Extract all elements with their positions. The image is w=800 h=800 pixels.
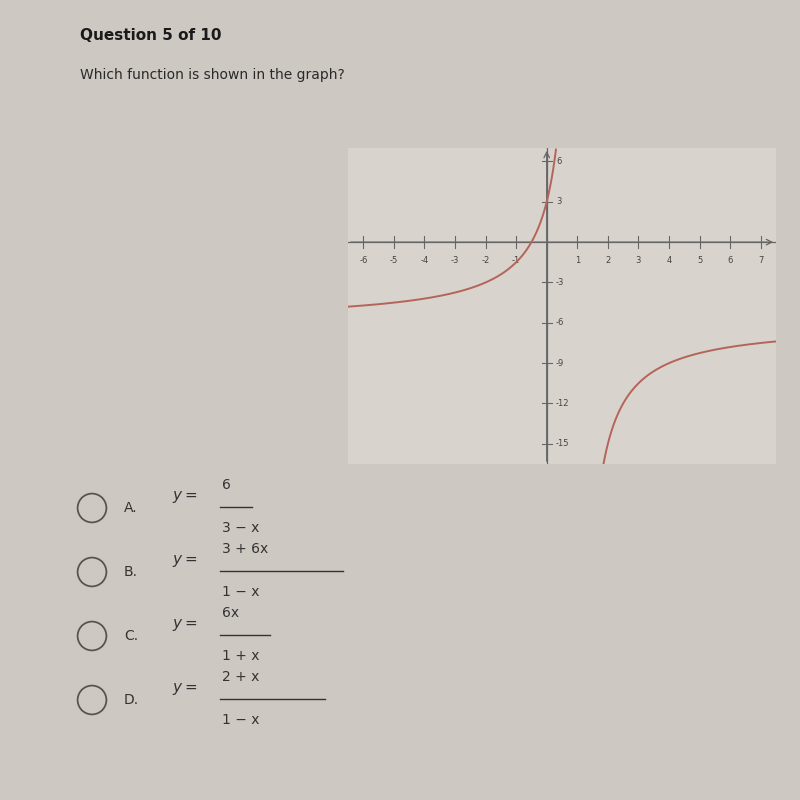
Text: 3: 3 [556,198,562,206]
Text: 1 − x: 1 − x [222,585,260,599]
Text: -3: -3 [556,278,564,287]
Text: 5: 5 [697,256,702,266]
Text: Which function is shown in the graph?: Which function is shown in the graph? [80,68,345,82]
Text: B.: B. [124,565,138,579]
Text: D.: D. [124,693,139,707]
Text: 1: 1 [574,256,580,266]
Text: 7: 7 [758,256,763,266]
Text: 6: 6 [222,478,231,492]
Text: 1 − x: 1 − x [222,713,260,727]
Text: 2: 2 [606,256,610,266]
Text: -5: -5 [390,256,398,266]
Text: $y=$: $y=$ [172,489,198,506]
Text: $y=$: $y=$ [172,618,198,634]
Text: -3: -3 [451,256,459,266]
Text: 4: 4 [666,256,672,266]
Text: -6: -6 [556,318,564,327]
Text: C.: C. [124,629,138,643]
Text: -6: -6 [359,256,367,266]
Text: -15: -15 [556,439,570,448]
Text: 2 + x: 2 + x [222,670,260,684]
Text: 3: 3 [636,256,641,266]
Text: -4: -4 [420,256,429,266]
Text: A.: A. [124,501,138,515]
Text: -9: -9 [556,358,564,368]
Text: 6x: 6x [222,606,239,620]
Text: -2: -2 [482,256,490,266]
Text: $y=$: $y=$ [172,681,198,697]
Text: 3 + 6x: 3 + 6x [222,542,269,556]
Text: 6: 6 [556,157,562,166]
Text: 3 − x: 3 − x [222,521,260,535]
Text: $y=$: $y=$ [172,554,198,570]
Text: Question 5 of 10: Question 5 of 10 [80,28,222,43]
Text: 1 + x: 1 + x [222,649,260,663]
Text: -1: -1 [512,256,520,266]
Text: 6: 6 [727,256,733,266]
Text: -12: -12 [556,399,570,408]
